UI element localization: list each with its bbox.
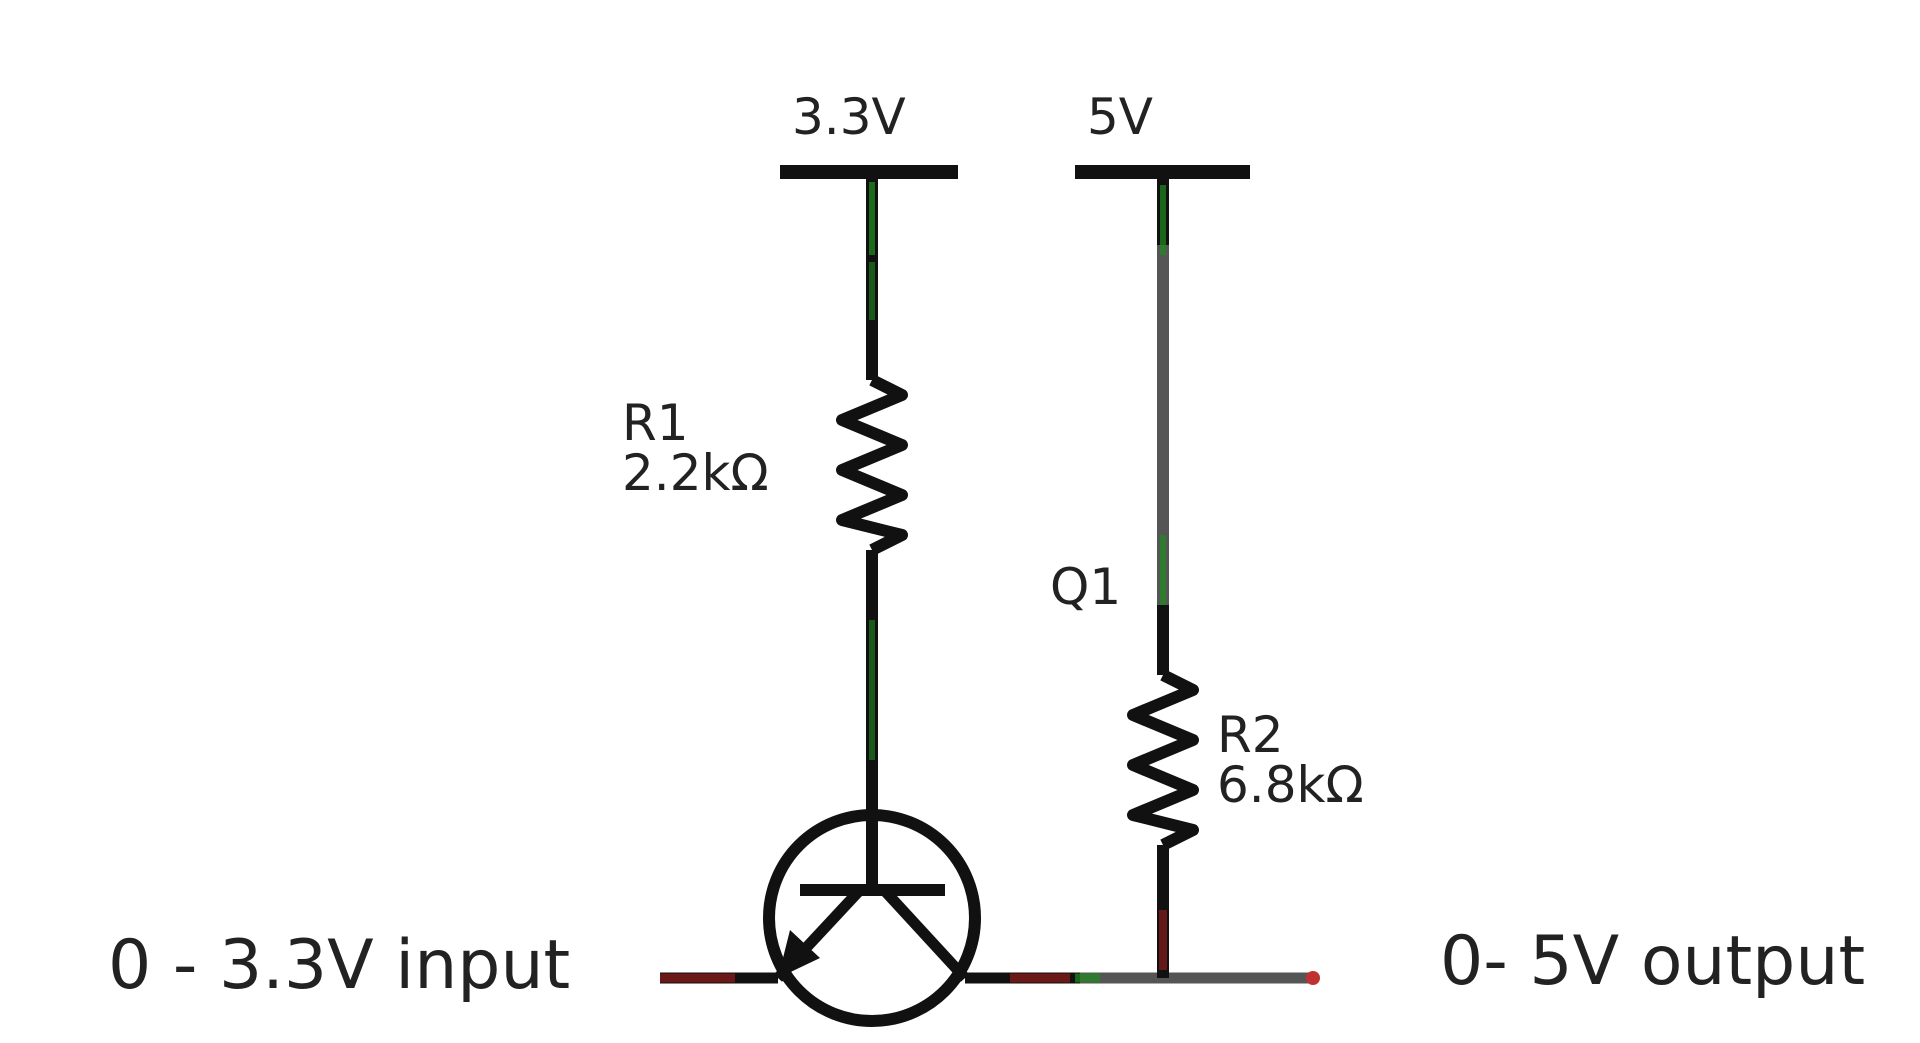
transistor-emitter-arrow [778,930,820,978]
transistor-q1-body [763,809,981,1027]
r1-label: R1 2.2kΩ [622,398,769,498]
rail-5v-label: 5V [1087,88,1154,146]
resistor-r2 [1127,669,1199,851]
r2-ref: R2 [1217,706,1284,764]
input-label: 0 - 3.3V input [108,926,571,1005]
q1-label: Q1 [1050,558,1122,616]
transistor-collector [879,886,970,982]
r1-value: 2.2kΩ [622,444,769,502]
rail-3v3-label: 3.3V [792,88,906,146]
output-end-dot [1306,971,1320,985]
resistor-r1 [836,374,908,556]
output-label: 0- 5V output [1440,922,1866,1001]
r2-value: 6.8kΩ [1217,756,1364,814]
r1-ref: R1 [622,394,689,452]
r2-label: R2 6.8kΩ [1217,710,1364,810]
